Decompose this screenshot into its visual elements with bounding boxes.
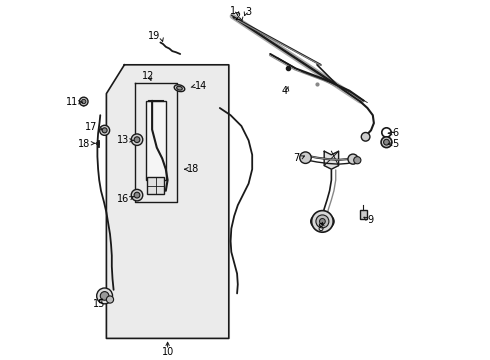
Circle shape [131, 134, 143, 145]
Bar [360, 210, 367, 219]
Ellipse shape [177, 86, 182, 90]
Circle shape [97, 288, 113, 304]
Ellipse shape [174, 85, 185, 92]
Circle shape [354, 157, 361, 164]
Circle shape [100, 292, 109, 300]
Text: 18: 18 [187, 164, 199, 174]
Circle shape [131, 189, 143, 201]
Text: 1: 1 [230, 6, 236, 16]
Text: 4: 4 [282, 86, 288, 96]
Polygon shape [324, 151, 339, 169]
Text: 19: 19 [148, 31, 160, 41]
Text: 15: 15 [93, 299, 105, 309]
Text: 11: 11 [67, 97, 79, 107]
Text: 3: 3 [245, 6, 252, 17]
Circle shape [300, 152, 311, 163]
Text: 17: 17 [85, 122, 98, 132]
Circle shape [99, 125, 110, 135]
Circle shape [134, 192, 140, 198]
Circle shape [384, 139, 390, 145]
Circle shape [106, 296, 114, 303]
Circle shape [316, 215, 329, 228]
FancyBboxPatch shape [146, 101, 166, 180]
Circle shape [381, 137, 392, 148]
Circle shape [348, 154, 358, 164]
Circle shape [102, 128, 107, 133]
Circle shape [361, 132, 370, 141]
Text: 5: 5 [392, 139, 399, 149]
Text: 8: 8 [318, 222, 324, 233]
Text: 9: 9 [368, 215, 373, 225]
Circle shape [319, 219, 325, 224]
Bar [147, 177, 164, 194]
Text: 14: 14 [195, 81, 207, 91]
Polygon shape [106, 65, 229, 338]
Circle shape [81, 99, 86, 104]
Text: 18: 18 [78, 139, 90, 149]
Text: 12: 12 [142, 71, 154, 81]
Circle shape [134, 137, 140, 143]
Circle shape [79, 97, 88, 106]
Text: 16: 16 [117, 194, 129, 204]
Text: 6: 6 [392, 128, 399, 138]
Text: 7: 7 [293, 153, 299, 163]
Text: 13: 13 [117, 135, 129, 145]
Circle shape [312, 211, 333, 232]
Text: 2: 2 [234, 12, 241, 22]
Text: 10: 10 [162, 347, 174, 357]
